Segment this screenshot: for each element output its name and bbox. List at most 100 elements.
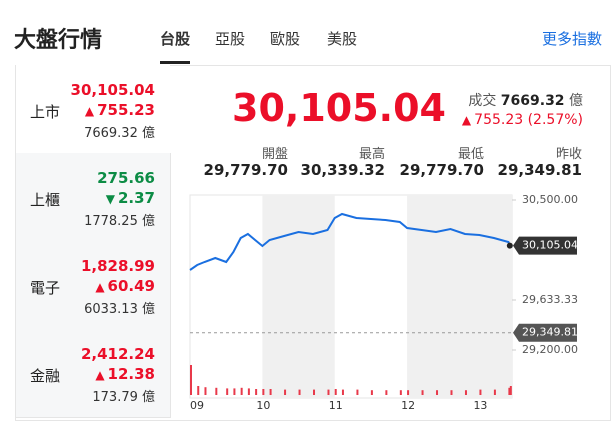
turnover-unit: 億 — [569, 93, 583, 109]
x-tick-label: 12 — [401, 399, 415, 412]
index-value: 2,412.24 — [80, 345, 155, 363]
y-tick-label: 30,500.00 — [522, 193, 578, 206]
last-tag — [513, 236, 577, 255]
volume-bar — [508, 387, 511, 395]
index-volume: 1778.25 億 — [84, 214, 155, 229]
change-value: 2.37 — [117, 189, 155, 207]
volume-bar — [255, 389, 258, 395]
volume-bar — [327, 389, 330, 395]
time-band — [407, 195, 480, 398]
index-name: 電子 — [30, 279, 61, 297]
index-value: 275.66 — [97, 169, 155, 187]
page-title: 大盤行情 — [14, 28, 103, 53]
volume-bar — [421, 390, 424, 395]
index-value: 30,105.04 — [70, 81, 155, 99]
stat-label: 開盤 — [261, 147, 288, 162]
volume-bar — [204, 387, 207, 395]
index-volume: 7669.32 億 — [84, 126, 155, 141]
volume-bar — [215, 387, 218, 395]
change-arrow — [85, 101, 97, 119]
volume-bar — [269, 389, 272, 395]
index-name: 上市 — [30, 103, 61, 121]
volume-bar — [407, 390, 410, 395]
index-volume: 173.79 億 — [92, 390, 155, 405]
volume-bar — [450, 390, 453, 395]
previous-close-tag — [513, 323, 577, 342]
stat-label: 最高 — [358, 147, 385, 162]
volume-bar — [190, 365, 192, 395]
stat-value: 30,339.32 — [300, 161, 385, 179]
volume-bar — [479, 389, 482, 395]
tab[interactable]: 亞股 — [215, 30, 246, 48]
last-dot — [506, 242, 513, 249]
change-arrow — [462, 112, 474, 128]
volume-bar — [313, 389, 316, 395]
volume-bar — [334, 389, 337, 395]
index-row[interactable]: 上市 30,105.04 755.23 7669.32 億 — [16, 65, 170, 154]
change-arrow — [95, 277, 107, 295]
index-change: 60.49 — [95, 277, 155, 295]
turnover-value: 7669.32 — [500, 93, 565, 109]
index-name: 上櫃 — [30, 191, 61, 209]
x-tick-label: 11 — [329, 399, 343, 412]
volume-bar — [436, 390, 439, 395]
index-change: 755.23 — [85, 101, 155, 119]
change: 755.23 (2.57%) — [462, 112, 583, 128]
volume-bar — [226, 388, 229, 395]
turnover: 成交 7669.32 億 — [468, 90, 583, 110]
volume-bar — [399, 390, 402, 395]
volume-bar — [262, 389, 265, 395]
change-value: 12.38 — [107, 365, 155, 383]
volume-bar — [356, 389, 359, 395]
tab[interactable]: 歐股 — [270, 30, 301, 48]
price: 30,105.04 — [232, 86, 446, 130]
stat-value: 29,779.70 — [399, 161, 484, 179]
x-tick-label: 10 — [256, 399, 270, 412]
index-value: 1,828.99 — [80, 257, 155, 275]
index-change: 12.38 — [95, 365, 155, 383]
volume-bar — [385, 390, 388, 395]
change-arrow — [95, 365, 107, 383]
change-value: 755.23 — [97, 101, 155, 119]
volume-bar — [298, 389, 301, 395]
y-tick-label: 29,200.00 — [522, 343, 578, 356]
change-value: 755.23 (2.57%) — [474, 112, 583, 128]
volume-bar — [464, 390, 467, 395]
index-row[interactable]: 上櫃 275.66 2.37 1778.25 億 — [16, 153, 171, 242]
volume-bar — [233, 388, 236, 395]
volume-bar — [370, 390, 373, 395]
index-name: 金融 — [30, 367, 61, 385]
volume-bar — [341, 389, 344, 395]
time-band — [262, 195, 335, 398]
last-label: 30,105.04 — [522, 239, 578, 252]
stat-label: 最低 — [457, 147, 484, 162]
index-row[interactable]: 金融 2,412.24 12.38 173.79 億 — [16, 329, 171, 418]
volume-bar — [509, 386, 512, 395]
index-volume: 6033.13 億 — [84, 302, 155, 317]
volume-bar — [197, 386, 200, 395]
time-band — [479, 195, 512, 398]
stat-value: 29,349.81 — [497, 161, 582, 179]
turnover-label: 成交 — [468, 93, 497, 109]
volume-bar — [284, 389, 287, 395]
index-row[interactable]: 電子 1,828.99 60.49 6033.13 億 — [16, 241, 171, 330]
price-line — [189, 212, 511, 271]
more-link[interactable]: 更多指數 — [541, 30, 602, 48]
volume-bar — [247, 388, 250, 395]
x-tick-label: 09 — [190, 399, 204, 412]
x-tick-label: 13 — [473, 399, 487, 412]
tab[interactable]: 台股 — [160, 28, 191, 64]
stat-value: 29,779.70 — [203, 161, 288, 179]
card — [15, 65, 611, 421]
volume-bar — [240, 387, 243, 395]
y-tick-label: 29,633.33 — [522, 293, 578, 306]
change-arrow — [106, 189, 118, 207]
tab[interactable]: 美股 — [327, 30, 358, 48]
previous-close-label: 29,349.81 — [522, 326, 578, 339]
index-change: 2.37 — [106, 189, 155, 207]
stat-label: 昨收 — [555, 147, 582, 162]
volume-bar — [493, 389, 496, 395]
